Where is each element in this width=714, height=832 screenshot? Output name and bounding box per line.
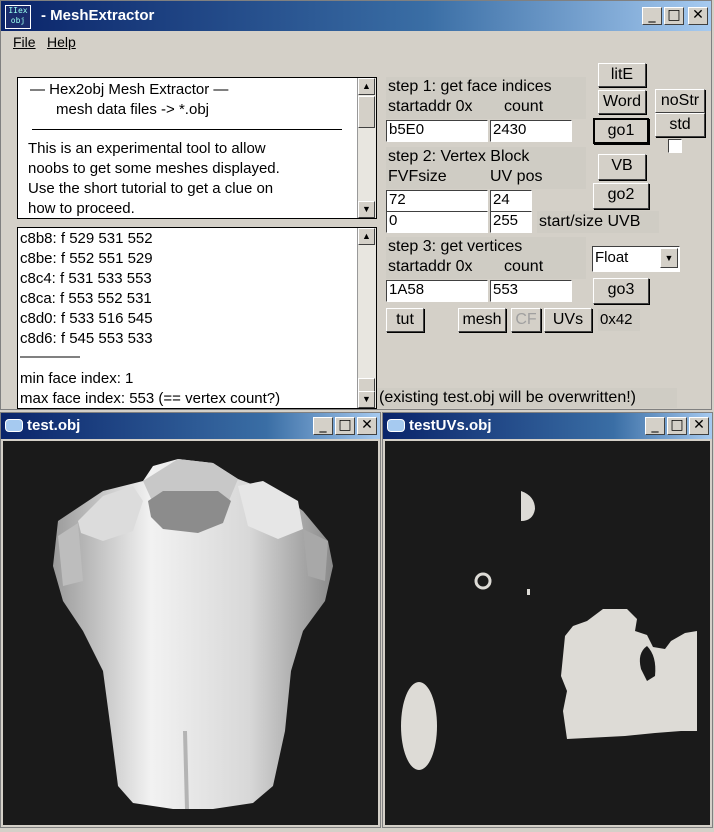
log-max-index: max face index: 553 (== vertex count?) — [20, 390, 281, 407]
log-textbox[interactable]: c8b8: f 529 531 552 c8be: f 552 551 529 … — [17, 227, 377, 409]
value-type-selected: Float — [595, 249, 629, 266]
step1-addr-label: startaddr 0x — [388, 98, 473, 115]
info-heading: — Hex2obj Mesh Extractor — — [30, 81, 229, 98]
lite-button[interactable]: litE — [598, 63, 646, 87]
maximize-button[interactable]: □ — [664, 7, 684, 25]
scroll-down-arrow-icon[interactable]: ▼ — [358, 201, 375, 218]
std-button[interactable]: std — [655, 113, 705, 137]
step1-addr-input[interactable]: b5E0 — [386, 120, 488, 142]
mesh-render — [53, 459, 333, 809]
hex-value-label: 0x42 — [598, 309, 640, 331]
go2-button[interactable]: go2 — [593, 183, 649, 209]
uv-view-title: testUVs.obj — [409, 417, 492, 434]
info-para-3: Use the short tutorial to get a clue on — [28, 180, 274, 197]
uvs-button[interactable]: UVs — [544, 308, 592, 332]
uvb-start-input[interactable]: 0 — [386, 211, 488, 233]
info-divider — [32, 129, 342, 130]
menu-bar: File Help — [1, 31, 711, 53]
step3-addr-label: startaddr 0x — [388, 258, 473, 275]
mesh-viewport[interactable] — [3, 441, 378, 825]
step3-count-label: count — [504, 258, 544, 275]
mesh-view-title-bar[interactable]: test.obj _ □ ✕ — [1, 413, 380, 439]
step2-uvpos-label: UV pos — [490, 168, 543, 185]
info-para-1: This is an experimental tool to allow — [28, 140, 266, 157]
scroll-up-arrow-icon[interactable]: ▲ — [358, 228, 375, 245]
close-button[interactable]: ✕ — [689, 417, 709, 435]
step1-title: step 1: get face indices — [388, 78, 552, 95]
menu-file[interactable]: File — [13, 34, 36, 50]
mesh-button[interactable]: mesh — [458, 308, 506, 332]
info-textbox[interactable]: — Hex2obj Mesh Extractor — mesh data fil… — [17, 77, 377, 219]
info-para-4: how to proceed. — [28, 200, 135, 217]
minimize-button[interactable]: _ — [313, 417, 333, 435]
step3-count-input[interactable]: 553 — [490, 280, 572, 302]
step3-addr-input[interactable]: 1A58 — [386, 280, 488, 302]
close-button[interactable]: ✕ — [688, 7, 708, 25]
window-title: - MeshExtractor — [41, 7, 155, 24]
step1-count-input[interactable]: 2430 — [490, 120, 572, 142]
fvf-size-input[interactable]: 72 — [386, 190, 488, 212]
uv-view-title-bar[interactable]: testUVs.obj _ □ ✕ — [383, 413, 712, 439]
log-separator: ———— — [20, 348, 80, 365]
step2-title: step 2: Vertex Block — [388, 148, 530, 165]
tut-button[interactable]: tut — [386, 308, 424, 332]
mesh-view-window: test.obj _ □ ✕ — [0, 412, 381, 828]
info-para-2: noobs to get some meshes displayed. — [28, 160, 280, 177]
main-window: IIex obj - MeshExtractor _ □ ✕ File Help… — [0, 0, 712, 410]
cf-button[interactable]: CF — [511, 308, 541, 332]
std-checkbox[interactable] — [668, 139, 682, 153]
scroll-up-arrow-icon[interactable]: ▲ — [358, 78, 375, 95]
close-button[interactable]: ✕ — [357, 417, 377, 435]
step2-fvf-label: FVFsize — [388, 168, 447, 185]
log-line: c8be: f 552 551 529 — [20, 250, 153, 267]
go1-button[interactable]: go1 — [593, 118, 649, 144]
app-icon: IIex obj — [5, 5, 31, 29]
overwrite-warning: (existing test.obj will be overwritten!) — [377, 388, 677, 408]
scroll-down-arrow-icon[interactable]: ▼ — [358, 391, 375, 408]
word-button[interactable]: Word — [598, 90, 646, 114]
uv-view-window: testUVs.obj _ □ ✕ — [382, 412, 713, 828]
go3-button[interactable]: go3 — [593, 278, 649, 304]
uv-viewport[interactable] — [385, 441, 710, 825]
maximize-button[interactable]: □ — [335, 417, 355, 435]
uv-render — [401, 491, 697, 770]
value-type-select[interactable]: Float ▼ — [592, 246, 680, 272]
scroll-thumb[interactable] — [358, 96, 375, 128]
step1-group: step 1: get face indices startaddr 0x co… — [386, 77, 586, 119]
minimize-button[interactable]: _ — [645, 417, 665, 435]
log-line: c8ca: f 553 552 531 — [20, 290, 152, 307]
log-line: c8c4: f 531 533 553 — [20, 270, 152, 287]
chevron-down-icon[interactable]: ▼ — [660, 248, 678, 268]
step2-group: step 2: Vertex Block FVFsize UV pos — [386, 147, 586, 189]
start-size-uvb-label: start/size UVB — [537, 211, 659, 233]
step1-count-label: count — [504, 98, 544, 115]
info-scrollbar[interactable]: ▲ ▼ — [357, 78, 376, 218]
scroll-thumb[interactable] — [358, 378, 375, 392]
uv-pos-input[interactable]: 24 — [490, 190, 532, 212]
title-bar[interactable]: IIex obj - MeshExtractor _ □ ✕ — [1, 1, 711, 31]
step3-title: step 3: get vertices — [388, 238, 523, 255]
step3-group: step 3: get vertices startaddr 0x count — [386, 237, 586, 279]
minimize-button[interactable]: _ — [642, 7, 662, 25]
menu-help[interactable]: Help — [47, 34, 76, 50]
log-line: c8b8: f 529 531 552 — [20, 230, 153, 247]
mesh-view-title: test.obj — [27, 417, 81, 434]
window-icon — [5, 419, 23, 432]
log-line: c8d6: f 545 553 533 — [20, 330, 153, 347]
uvb-size-input[interactable]: 255 — [490, 211, 532, 233]
info-subheading: mesh data files -> *.obj — [56, 101, 209, 118]
window-icon — [387, 419, 405, 432]
log-scrollbar[interactable]: ▲ ▼ — [357, 228, 376, 408]
vb-button[interactable]: VB — [598, 154, 646, 180]
log-min-index: min face index: 1 — [20, 370, 134, 387]
log-line: c8d0: f 533 516 545 — [20, 310, 153, 327]
nostr-button[interactable]: noStr — [655, 89, 705, 113]
maximize-button[interactable]: □ — [667, 417, 687, 435]
